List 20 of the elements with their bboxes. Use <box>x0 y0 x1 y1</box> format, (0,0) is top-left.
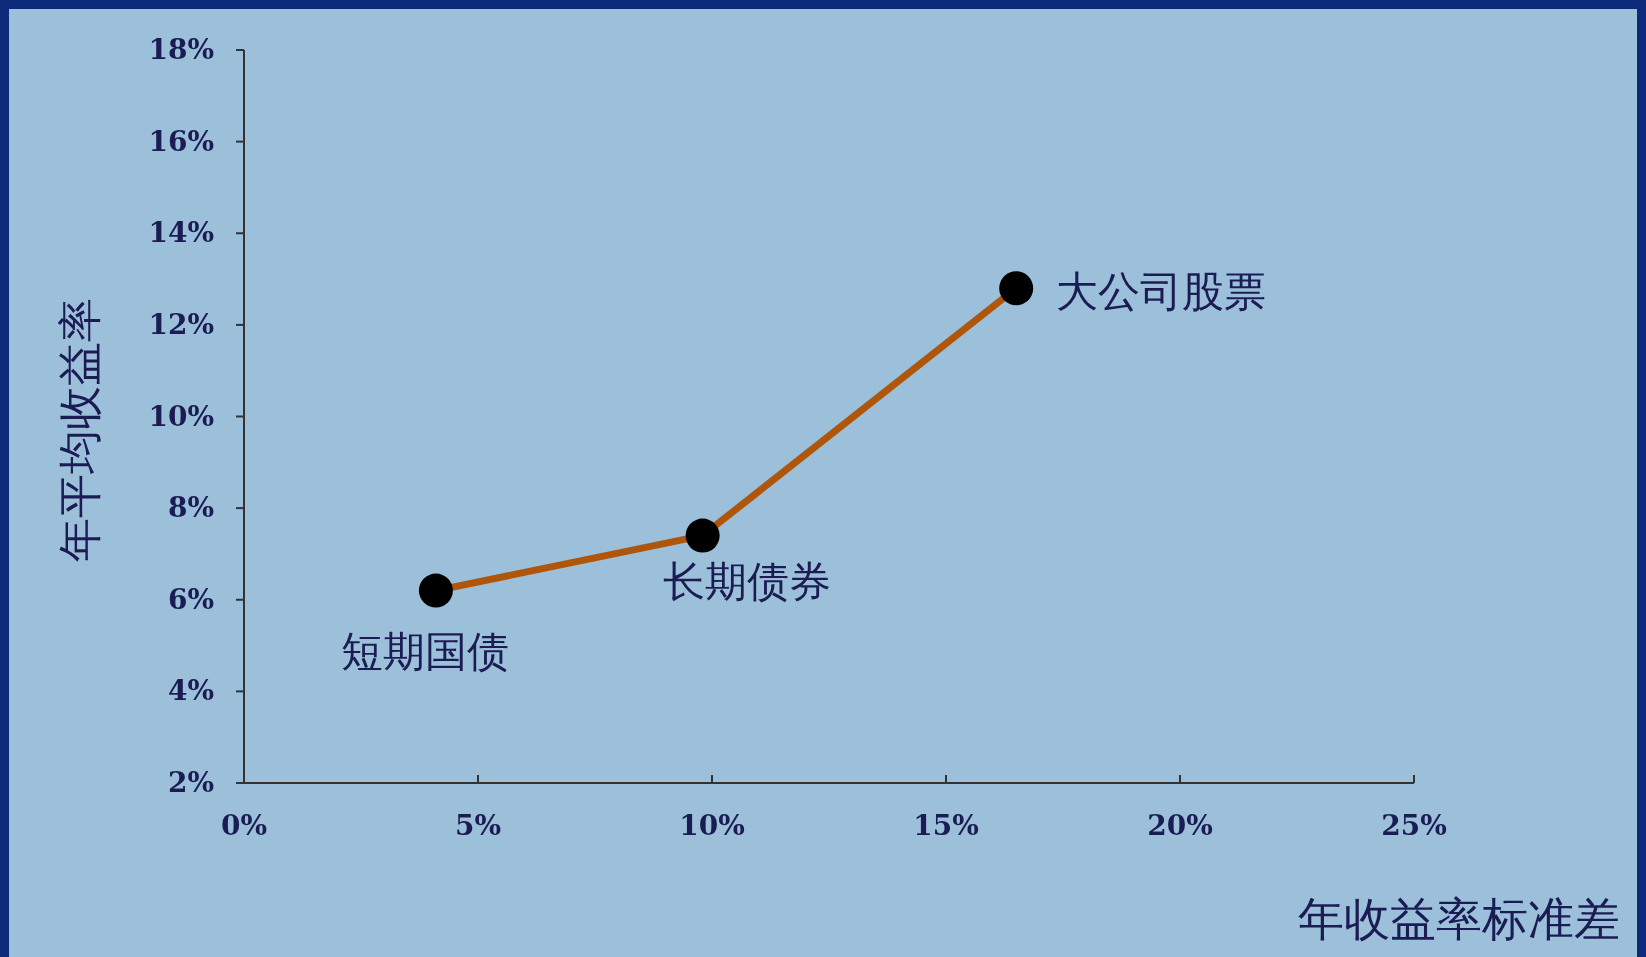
y-tick-label: 10% <box>148 399 214 433</box>
x-tick-label: 10% <box>679 809 745 842</box>
y-tick-label: 2% <box>167 766 214 799</box>
y-tick-label: 8% <box>167 491 214 525</box>
x-tick-label: 25% <box>1381 809 1447 842</box>
x-tick-label: 20% <box>1147 809 1213 842</box>
annotation: 短期国债 <box>340 626 509 676</box>
y-axis-title: 年平均收益率 <box>54 298 105 562</box>
x-tick-label: 15% <box>913 809 979 842</box>
x-axis-title: 年收益率标准差 <box>1298 892 1620 946</box>
x-tick-label: 0% <box>220 809 268 842</box>
y-tick-label: 18% <box>148 33 214 66</box>
x-tick-label: 5% <box>454 809 502 842</box>
annotation: 大公司股票 <box>1056 267 1267 317</box>
annotation: 长期债券 <box>662 556 831 606</box>
y-tick-label: 4% <box>167 674 214 708</box>
y-tick-label: 6% <box>167 582 214 616</box>
y-tick-label: 12% <box>148 307 214 341</box>
y-tick-label: 14% <box>148 216 214 250</box>
y-tick-label: 16% <box>148 124 214 158</box>
